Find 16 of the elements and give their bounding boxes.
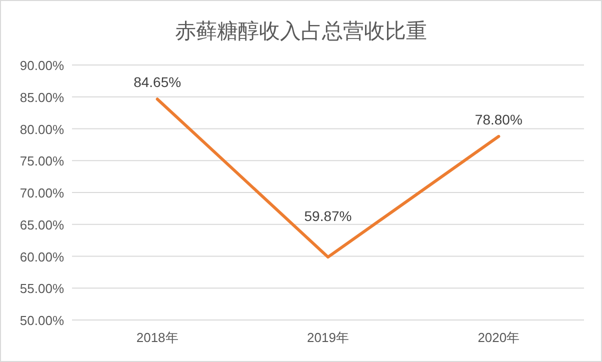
y-tick-label: 90.00% <box>20 58 64 73</box>
y-tick-label: 70.00% <box>20 186 64 200</box>
text: 78.80% <box>474 111 522 128</box>
y-tick-label: 80.00% <box>20 122 64 137</box>
x-tick-label: 2020年 <box>478 330 520 345</box>
x-tick-label: 2018年 <box>136 330 178 345</box>
y-tick-label: 65.00% <box>20 217 64 232</box>
text: 59.87% <box>304 208 352 224</box>
chart-title: 赤藓糖醇收入占总营收比重 <box>175 20 427 43</box>
y-tick-label: 50.00% <box>20 313 64 328</box>
y-tick-label: 75.00% <box>20 154 64 169</box>
text: 84.65% <box>134 74 182 90</box>
y-tick-label: 85.00% <box>20 90 64 105</box>
y-tick-label: 55.00% <box>20 281 64 296</box>
y-tick-label: 60.00% <box>20 249 64 264</box>
x-tick-label: 2019年 <box>307 330 349 345</box>
